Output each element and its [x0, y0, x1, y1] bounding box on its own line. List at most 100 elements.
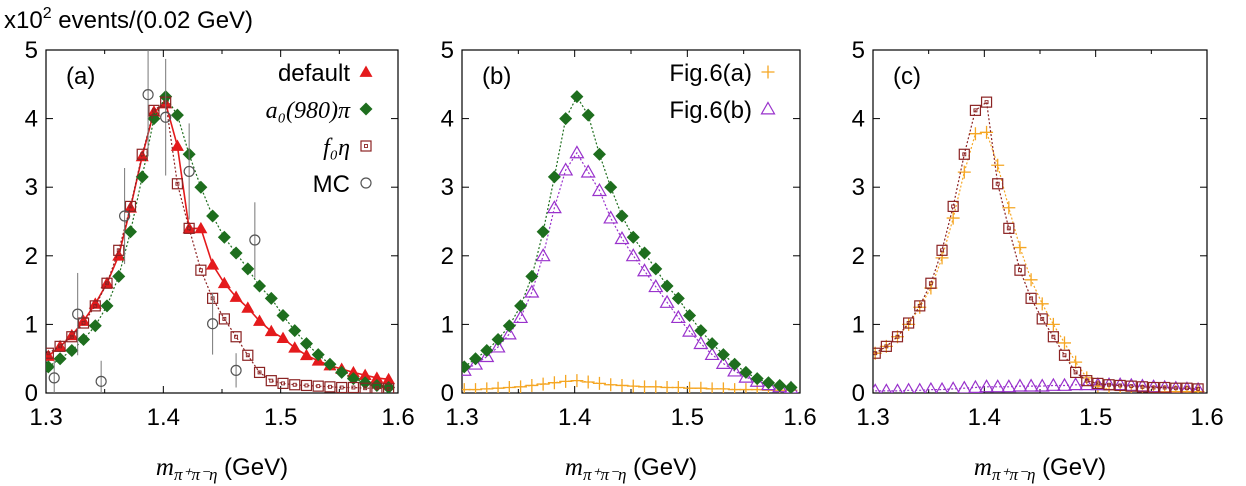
marker-inner	[928, 281, 933, 286]
marker-outer	[89, 300, 101, 312]
data-point	[206, 209, 220, 223]
data-point	[935, 381, 949, 393]
marker-outer	[947, 200, 959, 213]
marker-inner	[140, 152, 145, 157]
marker-inner	[364, 144, 368, 148]
data-point	[1191, 381, 1205, 393]
data-point	[873, 347, 881, 359]
data-point	[683, 381, 697, 393]
data-point	[969, 104, 982, 116]
marker-outer	[183, 222, 195, 234]
data-point	[142, 88, 154, 101]
data-point	[1103, 379, 1115, 391]
data-point	[335, 365, 349, 379]
marker-outer	[265, 375, 277, 387]
data-point	[1013, 241, 1027, 255]
data-point	[913, 382, 926, 393]
marker-inner	[1051, 334, 1056, 339]
data-point	[124, 200, 137, 213]
series-plus	[873, 125, 1205, 393]
x-tick-label: 1.5	[1079, 404, 1112, 431]
data-point	[229, 290, 243, 302]
marker-outer	[171, 178, 184, 190]
marker-inner	[895, 334, 900, 339]
data-point	[77, 317, 90, 329]
data-point	[112, 269, 126, 283]
marker-outer	[46, 347, 54, 359]
marker-inner	[873, 351, 878, 356]
marker-inner	[351, 385, 356, 390]
marker-outer	[1147, 381, 1160, 393]
y-tick-label: 5	[25, 37, 38, 64]
marker-outer	[101, 277, 113, 289]
data-point	[479, 348, 495, 363]
legend-label: f₀η	[323, 135, 350, 161]
data-point	[626, 379, 640, 393]
data-point	[694, 381, 708, 393]
data-point	[1036, 313, 1048, 325]
marker-outer	[289, 379, 301, 391]
marker-outer	[873, 347, 881, 359]
marker-inner	[884, 344, 889, 349]
data-point	[336, 381, 348, 393]
data-point	[480, 343, 494, 357]
data-point	[206, 258, 220, 270]
data-point	[1134, 378, 1150, 392]
data-point	[289, 379, 301, 391]
legend-label: a₀(980)π	[266, 98, 351, 124]
data-point	[716, 348, 730, 362]
data-point	[217, 276, 231, 289]
data-point	[65, 328, 79, 341]
data-point	[462, 383, 471, 393]
marker-outer	[1125, 380, 1137, 392]
legend-marker	[761, 65, 775, 79]
marker-outer	[1058, 349, 1071, 361]
data-point	[264, 291, 278, 305]
data-point	[469, 352, 483, 366]
data-point	[113, 244, 125, 256]
marker-outer	[936, 244, 948, 256]
marker-outer	[113, 244, 125, 256]
data-point	[1034, 378, 1050, 392]
data-point	[880, 383, 892, 393]
marker-inner	[1062, 353, 1067, 358]
data-point	[615, 209, 629, 223]
marker-inner	[386, 386, 391, 391]
series-layer	[462, 90, 799, 393]
marker-inner	[1095, 381, 1100, 386]
x-axis-label: mπ⁺π⁻η (GeV)	[565, 454, 697, 484]
data-point	[739, 365, 753, 379]
data-point	[683, 308, 697, 322]
data-point	[207, 318, 219, 330]
data-point	[947, 200, 959, 213]
data-point	[347, 381, 360, 393]
data-point	[1068, 377, 1084, 391]
data-point	[660, 279, 674, 293]
marker-outer	[124, 200, 137, 213]
x-tick-label: 1.3	[445, 404, 478, 431]
data-point	[890, 330, 904, 344]
data-point	[569, 145, 585, 159]
data-point	[346, 372, 360, 386]
data-point	[491, 332, 505, 346]
data-point	[1146, 379, 1162, 393]
data-point	[1180, 385, 1194, 393]
data-point	[591, 182, 607, 197]
y-unit-label: x102 events/(0.02 GeV)	[4, 5, 253, 34]
data-point	[101, 277, 113, 289]
x-tick-label: 1.4	[147, 404, 180, 431]
data-point	[300, 379, 313, 392]
data-point	[1136, 381, 1149, 393]
data-point	[1170, 382, 1182, 393]
data-point	[570, 374, 584, 388]
data-point	[638, 246, 652, 260]
series-line	[874, 131, 1199, 393]
panels: 0 1 2 3 4 5 1.3 1.4 1.5 1.6 mπ⁺π⁻η (GeV) (a) default…	[25, 37, 1224, 484]
data-point	[638, 380, 652, 393]
data-point	[682, 323, 698, 337]
data-point	[524, 284, 540, 298]
x-tick-label: 1.3	[29, 404, 62, 431]
data-point	[636, 263, 653, 277]
data-point	[903, 317, 915, 329]
data-point	[1058, 349, 1071, 361]
